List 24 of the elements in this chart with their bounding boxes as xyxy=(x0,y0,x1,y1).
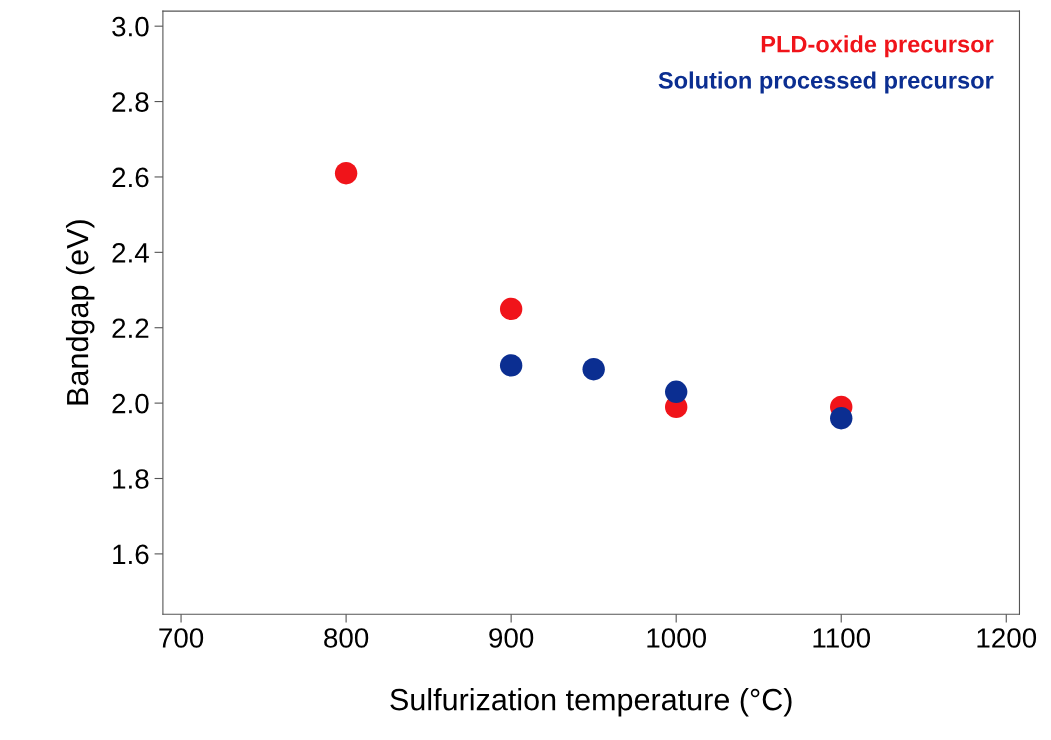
y-axis-title: Bandgap (eV) xyxy=(65,220,95,405)
y-tick-label: 2.6 xyxy=(112,167,149,188)
point xyxy=(664,380,688,403)
x-tick-label: 900 xyxy=(489,628,534,648)
y-tick-label: 2.2 xyxy=(112,318,149,338)
y-tick-label: 2.0 xyxy=(112,393,149,414)
y-tick-label: 1.6 xyxy=(113,544,149,565)
text: PLD-oxide precursor xyxy=(761,35,994,58)
x-tick-label: 1200 xyxy=(977,628,1037,648)
y-tick-label: 3.0 xyxy=(112,16,149,37)
point xyxy=(334,161,358,185)
x-axis-title: Sulfurization temperature (°C) xyxy=(390,688,792,717)
x-tick-label: 700 xyxy=(159,628,204,648)
point xyxy=(830,407,853,430)
y-tick-label: 1.8 xyxy=(113,469,149,489)
x-tick-label: 1100 xyxy=(813,628,871,648)
x-tick-label: 800 xyxy=(324,628,369,648)
y-tick-label: 2.4 xyxy=(112,243,149,263)
x-tick-label: 1000 xyxy=(647,628,706,648)
point xyxy=(499,354,523,377)
point xyxy=(582,357,605,381)
point xyxy=(499,297,523,321)
y-tick-label: 2.8 xyxy=(112,92,149,112)
text: Solution processed precursor xyxy=(658,71,994,94)
